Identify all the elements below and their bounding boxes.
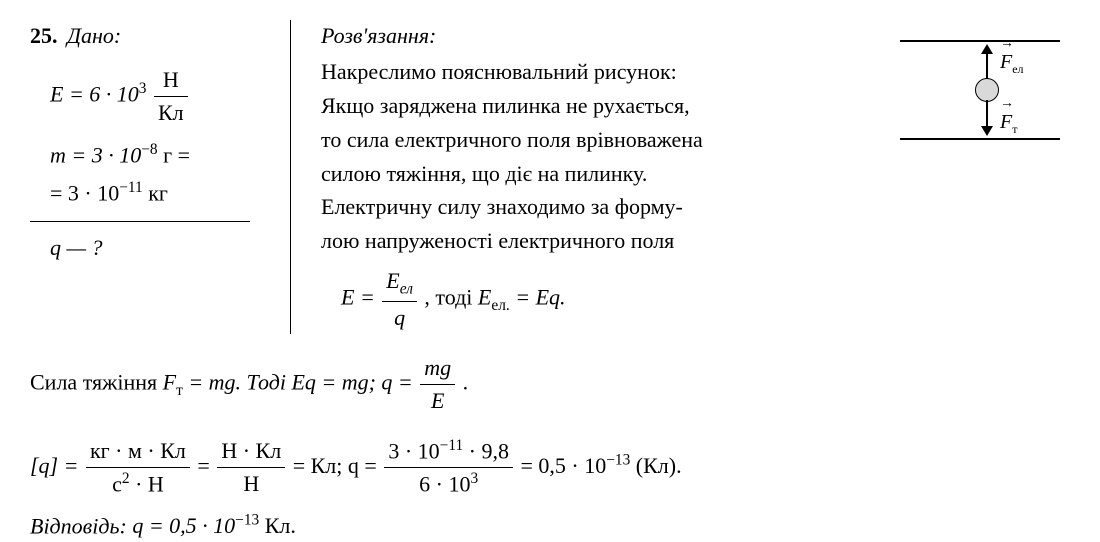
sol-l2: Якщо заряджена пилинка не рухається, [321, 90, 900, 122]
diagram-column: Fел Fт [900, 20, 1070, 150]
unit-fraction: Н Кл [154, 64, 188, 129]
sol-l1: Накреслимо пояснювальний рисунок: [321, 56, 900, 88]
given-title: 25. Дано: [30, 20, 280, 52]
particle-icon [975, 78, 999, 102]
label-F-el: Fел [1000, 48, 1024, 78]
label-F-t: Fт [1000, 108, 1017, 138]
frac-mg-E: mg E [420, 352, 455, 417]
solution-title: Розв'язання: [321, 20, 900, 52]
bottom-plate [900, 138, 1060, 140]
frac-dim1: кг · м · Кл с2 · Н [86, 435, 190, 500]
sol-l5: Електричну силу знаходимо за форму- [321, 191, 900, 223]
frac-calc: 3 · 10−11 · 9,8 6 · 103 [384, 435, 513, 500]
given-find: q — ? [50, 232, 280, 264]
answer-line: Відповідь: q = 0,5 · 10−13 Кл. [30, 510, 1070, 542]
frac-Eel-q: Eел q [382, 265, 417, 334]
frac-dim2: Н · Кл Н [217, 435, 285, 500]
given-E: E = 6 · 103 Н Кл [50, 64, 280, 129]
sol-l6: лою напруженості електричного поля [321, 225, 900, 257]
physics-problem-page: 25. Дано: E = 6 · 103 Н Кл m = 3 · 10−8 … [0, 0, 1100, 521]
dimension-line: [q] = кг · м · Кл с2 · Н = Н · Кл Н = Кл… [30, 435, 1070, 500]
top-row: 25. Дано: E = 6 · 103 Н Кл m = 3 · 10−8 … [30, 20, 1070, 342]
bottom-block: Сила тяжіння Fт = mg. Тоді Eq = mg; q = … [30, 352, 1070, 542]
given-column: 25. Дано: E = 6 · 103 Н Кл m = 3 · 10−8 … [30, 20, 291, 334]
force-up-arrow [986, 46, 988, 80]
field-diagram: Fел Fт [900, 30, 1060, 150]
sol-l4: силою тяжіння, що діє на пилинку. [321, 158, 900, 190]
problem-number: 25. [30, 23, 58, 48]
force-down-arrow [986, 100, 988, 134]
given-label: Дано: [67, 23, 121, 48]
equation-1: E = Eел q , тоді Eел. = Eq. [341, 265, 900, 334]
given-divider [30, 221, 250, 222]
top-plate [900, 40, 1060, 42]
solution-column: Розв'язання: Накреслимо пояснювальний ри… [291, 20, 900, 342]
sol-l3: то сила електричного поля врівноважена [321, 124, 900, 156]
gravity-line: Сила тяжіння Fт = mg. Тоді Eq = mg; q = … [30, 352, 1070, 417]
given-m2: = 3 · 10−11 кг [50, 177, 280, 209]
given-m1: m = 3 · 10−8 г = [50, 139, 280, 171]
